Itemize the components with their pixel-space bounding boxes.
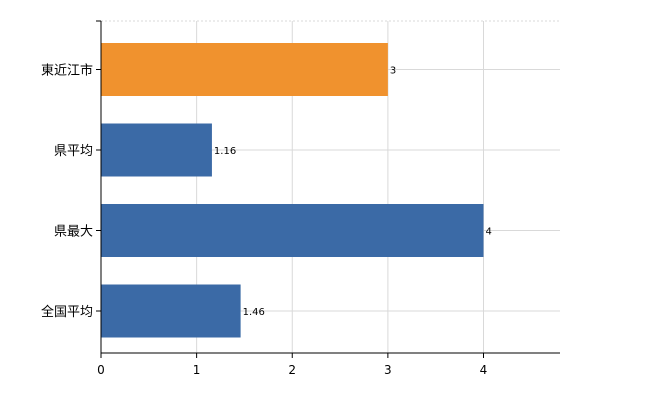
category-label-3: 全国平均 bbox=[41, 304, 93, 320]
data-label-2: 4 bbox=[486, 227, 492, 238]
category-label-2: 県最大 bbox=[54, 225, 93, 240]
x-tick-label-2: 2 bbox=[288, 363, 296, 377]
x-tick-label-4: 4 bbox=[480, 363, 488, 377]
category-label-1: 県平均 bbox=[54, 144, 93, 159]
data-label-0: 3 bbox=[390, 66, 396, 77]
bar-3 bbox=[101, 284, 241, 338]
data-label-1: 1.16 bbox=[214, 146, 236, 157]
category-label-0: 東近江市 bbox=[41, 63, 93, 79]
x-tick-label-0: 0 bbox=[97, 363, 105, 377]
data-label-3: 1.46 bbox=[243, 307, 265, 318]
x-tick-label-1: 1 bbox=[193, 363, 201, 377]
x-tick-label-3: 3 bbox=[384, 363, 392, 377]
bar-0 bbox=[101, 43, 388, 96]
bar-1 bbox=[101, 123, 212, 177]
bar-2 bbox=[101, 204, 484, 257]
